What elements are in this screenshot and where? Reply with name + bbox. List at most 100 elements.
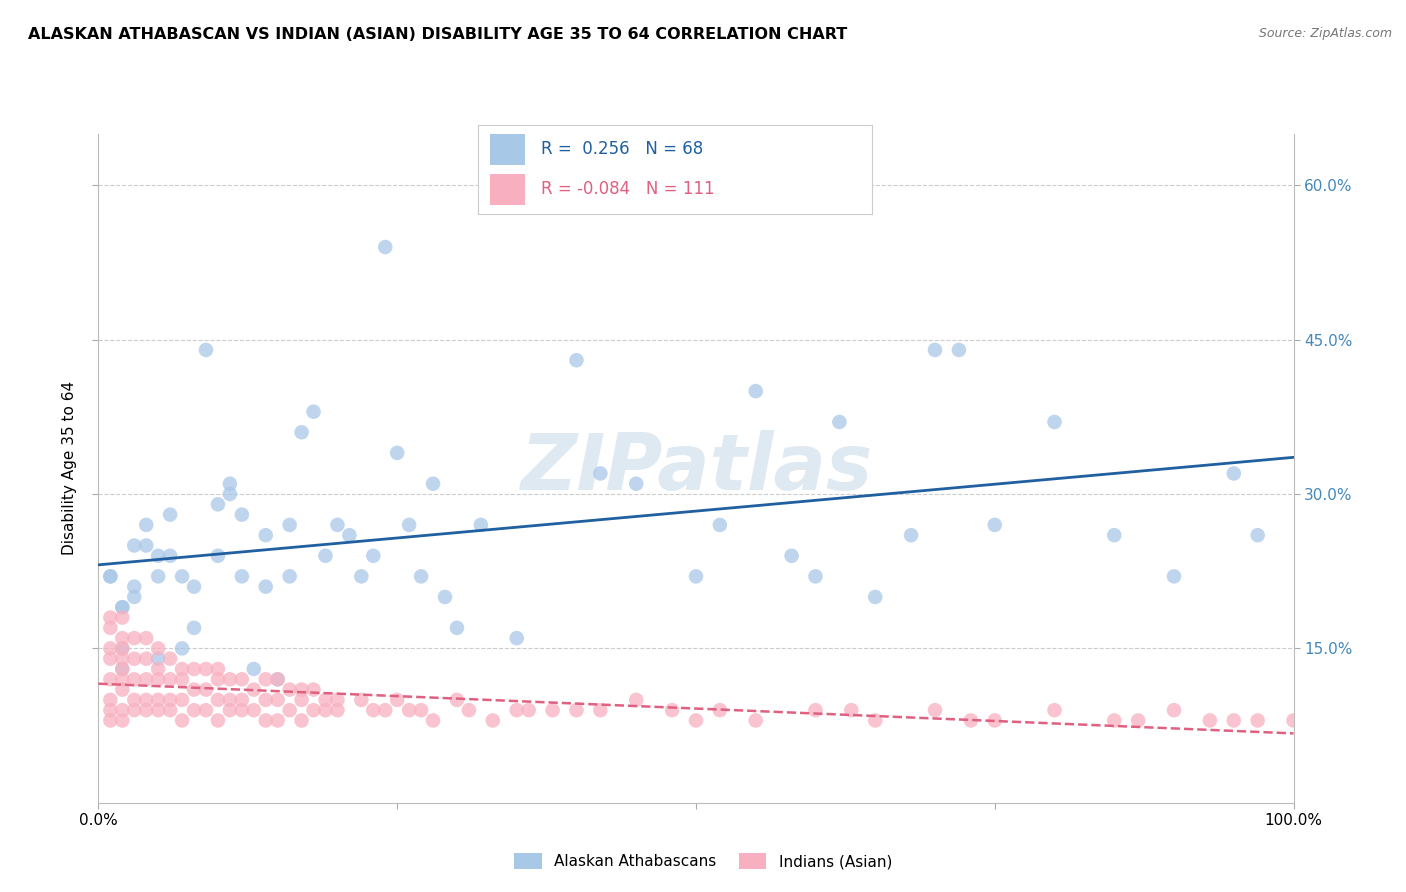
Point [458, 703, 481, 717]
Point [291, 425, 314, 440]
Point [135, 693, 157, 707]
Point [148, 673, 170, 687]
Point [1246, 528, 1268, 542]
Point [685, 714, 707, 728]
Point [183, 580, 205, 594]
Point [470, 517, 492, 532]
Point [745, 384, 768, 398]
Point [148, 703, 170, 717]
Point [828, 415, 851, 429]
Point [183, 662, 205, 676]
Point [172, 673, 194, 687]
Point [98, 651, 122, 665]
Point [148, 569, 170, 583]
Point [1222, 467, 1246, 481]
Point [98, 703, 122, 717]
Point [231, 569, 253, 583]
Point [159, 703, 181, 717]
Point [1128, 714, 1150, 728]
Point [267, 673, 290, 687]
Point [172, 641, 194, 656]
Point [315, 703, 337, 717]
Point [385, 693, 409, 707]
Point [124, 590, 146, 604]
Point [278, 517, 301, 532]
Point [626, 693, 648, 707]
Point [135, 673, 157, 687]
Point [780, 549, 803, 563]
Point [350, 569, 373, 583]
Point [254, 528, 277, 542]
Bar [489, 134, 526, 165]
Point [589, 467, 612, 481]
Point [517, 703, 540, 717]
Point [231, 508, 253, 522]
Point [194, 343, 218, 357]
Bar [489, 174, 526, 205]
Text: R = -0.084   N = 111: R = -0.084 N = 111 [541, 180, 714, 198]
Point [1282, 714, 1305, 728]
Point [326, 517, 349, 532]
Point [159, 508, 181, 522]
Text: R =  0.256   N = 68: R = 0.256 N = 68 [541, 140, 703, 158]
Point [804, 703, 827, 717]
Point [1043, 415, 1066, 429]
Point [481, 714, 505, 728]
Point [411, 703, 433, 717]
Point [231, 703, 253, 717]
Point [194, 662, 218, 676]
Point [254, 580, 277, 594]
Point [924, 343, 946, 357]
Point [135, 517, 157, 532]
Point [422, 714, 444, 728]
Point [111, 673, 134, 687]
Point [315, 693, 337, 707]
Point [900, 528, 922, 542]
Point [111, 662, 134, 676]
Point [433, 590, 456, 604]
Point [219, 476, 242, 491]
Point [374, 240, 396, 254]
Point [326, 693, 349, 707]
Point [124, 703, 146, 717]
Point [207, 673, 229, 687]
Point [1222, 714, 1246, 728]
Point [984, 517, 1007, 532]
Legend: Alaskan Athabascans, Indians (Asian): Alaskan Athabascans, Indians (Asian) [508, 847, 898, 875]
Y-axis label: Disability Age 35 to 64: Disability Age 35 to 64 [62, 381, 77, 556]
Point [124, 631, 146, 645]
Point [326, 703, 349, 717]
Point [111, 641, 134, 656]
Point [159, 549, 181, 563]
Point [111, 600, 134, 615]
Point [124, 651, 146, 665]
Point [385, 446, 409, 460]
Point [863, 714, 887, 728]
Point [231, 673, 253, 687]
Point [1102, 528, 1125, 542]
Point [159, 651, 181, 665]
Point [267, 714, 290, 728]
Point [291, 693, 314, 707]
Point [219, 703, 242, 717]
Point [159, 673, 181, 687]
Text: ALASKAN ATHABASCAN VS INDIAN (ASIAN) DISABILITY AGE 35 TO 64 CORRELATION CHART: ALASKAN ATHABASCAN VS INDIAN (ASIAN) DIS… [28, 27, 848, 42]
Point [959, 714, 981, 728]
Point [363, 703, 385, 717]
Point [302, 405, 325, 419]
Point [111, 714, 134, 728]
Point [98, 641, 122, 656]
Point [565, 703, 588, 717]
Point [148, 693, 170, 707]
Point [924, 703, 946, 717]
Point [231, 693, 253, 707]
Point [267, 673, 290, 687]
Point [315, 549, 337, 563]
Point [1163, 703, 1185, 717]
Point [278, 703, 301, 717]
Point [159, 693, 181, 707]
Point [111, 641, 134, 656]
Point [135, 651, 157, 665]
Point [709, 517, 731, 532]
Point [194, 682, 218, 697]
